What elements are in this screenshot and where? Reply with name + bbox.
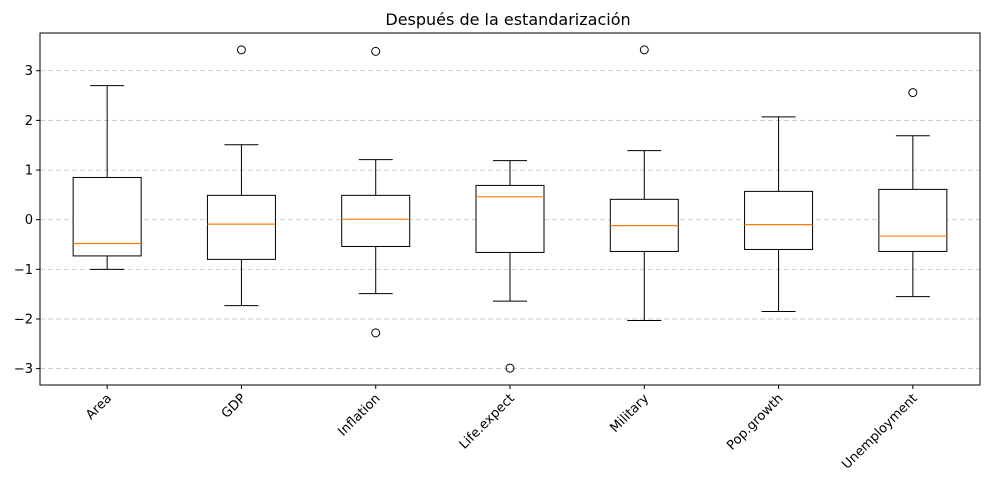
outlier-point — [639, 45, 649, 55]
x-tick-label: Inflation — [335, 391, 383, 439]
outlier-point — [236, 45, 246, 55]
box-inflation — [341, 46, 411, 338]
y-tick-label: −3 — [14, 362, 33, 377]
y-tick-label: 1 — [25, 164, 33, 179]
box-area — [72, 85, 142, 270]
box-military — [609, 45, 679, 321]
iqr-box — [72, 176, 142, 257]
iqr-box — [475, 184, 545, 253]
iqr-box — [341, 194, 411, 247]
x-tick-label: GDP — [219, 391, 249, 421]
x-tick-label: Area — [83, 391, 115, 423]
outlier-point — [371, 46, 381, 56]
iqr-box — [744, 190, 814, 250]
y-tick-label: −1 — [14, 263, 33, 278]
box-pop-growth — [744, 116, 814, 313]
outlier-point — [908, 88, 918, 98]
iqr-box — [206, 194, 276, 260]
outlier-point — [371, 328, 381, 338]
box-unemployment — [878, 88, 948, 298]
x-tick-label: Unemployment — [839, 391, 920, 472]
iqr-box — [878, 188, 948, 252]
box-gdp — [206, 45, 276, 307]
x-tick-label: Pop.growth — [724, 391, 786, 453]
box-life-expect — [475, 160, 545, 373]
x-axis: Area GDP Inflation Life.expect Military Pop.g… — [83, 385, 921, 472]
chart-title: Después de la estandarización — [385, 10, 630, 29]
outlier-point — [505, 363, 515, 373]
x-tick-label: Life.expect — [457, 391, 518, 452]
y-tick-label: −2 — [14, 312, 33, 327]
grid-lines — [40, 70, 980, 370]
y-tick-label: 3 — [25, 64, 33, 79]
y-tick-label: 2 — [25, 114, 33, 129]
boxes — [72, 45, 948, 373]
y-axis: −3 −2 −1 0 1 2 3 — [14, 64, 40, 377]
x-tick-label: Military — [607, 391, 652, 436]
y-tick-label: 0 — [25, 213, 33, 228]
